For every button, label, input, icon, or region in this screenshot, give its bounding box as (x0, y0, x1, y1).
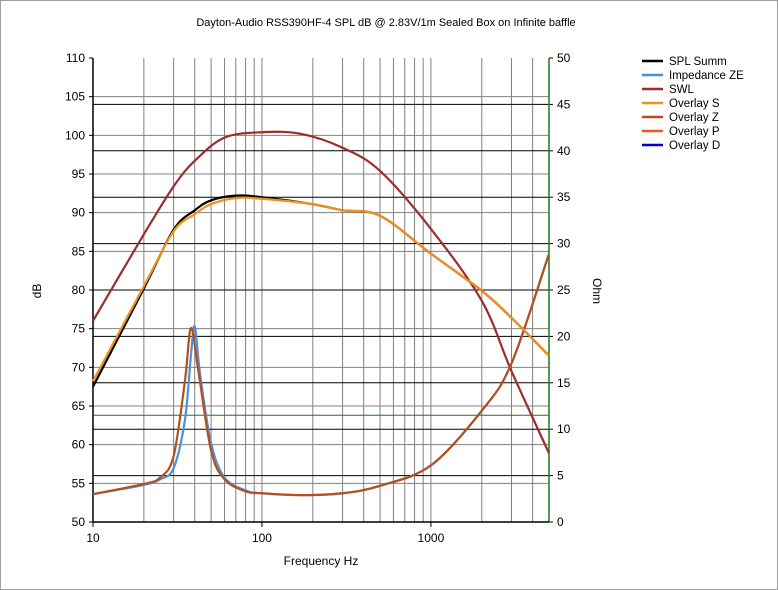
y2-tick-label: 5 (557, 469, 564, 483)
y2-tick-label: 10 (557, 422, 571, 436)
y-tick-label: 50 (72, 515, 86, 529)
legend-entry: SPL Summ (669, 56, 727, 68)
y2-tick-label: 35 (557, 190, 571, 204)
series-line-overlay-s (92, 196, 550, 382)
y-tick-label: 85 (72, 244, 86, 258)
y2-tick-label: 0 (557, 515, 564, 529)
y2-tick-label: 45 (557, 97, 571, 111)
y-tick-label: 65 (72, 399, 86, 413)
y-tick-label: 105 (65, 90, 85, 104)
y-tick-label: 55 (72, 476, 86, 490)
legend-entry: Impedance ZE (669, 70, 744, 82)
x-tick-label: 10 (86, 531, 100, 545)
legend-entry: Overlay D (669, 140, 720, 152)
y2-tick-label: 30 (557, 237, 571, 251)
y2-axis-label: Ohm (590, 278, 604, 304)
y-tick-label: 60 (72, 438, 86, 452)
legend-entry: Overlay P (669, 126, 720, 138)
y2-tick-label: 20 (557, 329, 571, 343)
y-axis-label: dB (30, 284, 44, 299)
x-tick-label: 100 (252, 531, 272, 545)
y-tick-label: 95 (72, 167, 86, 181)
y-tick-label: 110 (66, 51, 85, 65)
x-tick-label: 1000 (418, 531, 445, 545)
y2-tick-label: 50 (557, 51, 571, 65)
y-tick-label: 90 (72, 206, 86, 220)
legend-entry: Overlay S (669, 98, 720, 110)
y-tick-label: 100 (65, 128, 85, 142)
series-line-overlay-z (92, 253, 551, 497)
chart-title: Dayton-Audio RSS390HF-4 SPL dB @ 2.83V/1… (196, 17, 575, 29)
y2-tick-label: 15 (557, 376, 571, 390)
series-line-swl (92, 130, 551, 454)
y-tick-label: 80 (72, 283, 86, 297)
legend-entry: SWL (669, 84, 695, 96)
y2-tick-label: 25 (557, 283, 571, 297)
y-tick-label: 70 (72, 360, 86, 374)
y2-tick-label: 40 (557, 144, 571, 158)
legend-entry: Overlay Z (669, 112, 719, 124)
x-axis-label: Frequency Hz (284, 554, 359, 568)
y-tick-label: 75 (72, 322, 86, 336)
